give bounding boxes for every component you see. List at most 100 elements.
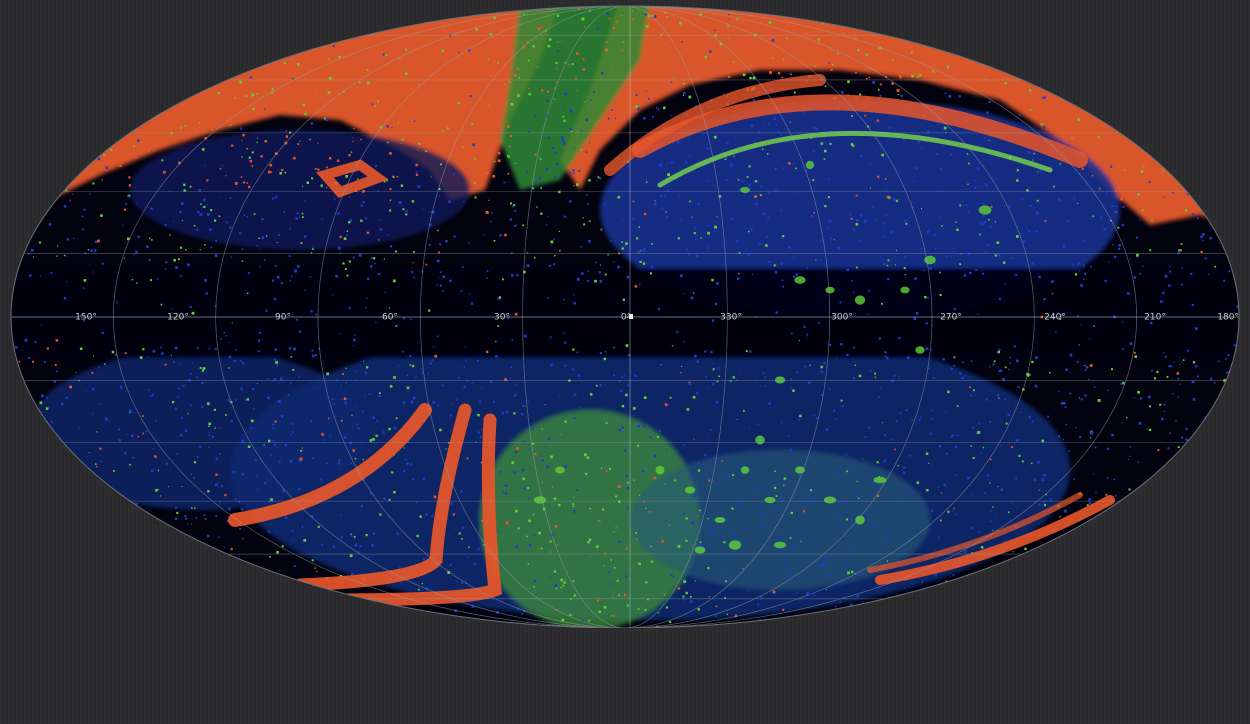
source-point <box>979 221 982 224</box>
source-point <box>312 245 315 248</box>
source-point <box>815 417 818 420</box>
source-point <box>174 517 178 520</box>
source-point <box>272 427 274 429</box>
source-point <box>65 255 67 257</box>
source-point <box>847 80 850 83</box>
source-point <box>223 546 225 548</box>
source-point <box>766 235 769 238</box>
source-point <box>1214 382 1216 384</box>
source-point <box>325 462 328 465</box>
source-point <box>1062 245 1066 248</box>
source-point <box>792 162 794 165</box>
source-point <box>924 296 927 299</box>
source-point <box>405 88 407 90</box>
source-point <box>882 461 884 463</box>
source-point <box>424 44 427 47</box>
source-point <box>350 462 352 465</box>
source-point <box>1043 500 1046 503</box>
source-point <box>854 364 856 366</box>
source-point <box>790 511 793 515</box>
source-point <box>977 313 979 315</box>
source-point <box>577 374 580 377</box>
source-point <box>696 69 699 71</box>
source-point <box>256 93 258 95</box>
source-point <box>553 238 555 240</box>
source-point <box>343 91 345 93</box>
source-point <box>564 92 568 96</box>
source-point <box>114 353 118 356</box>
source-point <box>772 57 774 59</box>
source-point <box>39 401 43 405</box>
source-point <box>1009 356 1011 358</box>
source-point <box>190 404 192 407</box>
source-point <box>1080 284 1083 287</box>
source-point <box>273 358 277 361</box>
source-point <box>100 214 103 217</box>
source-point <box>985 184 988 187</box>
source-point <box>696 545 699 548</box>
source-point <box>1003 540 1006 543</box>
longitude-label: 180° <box>1217 313 1239 323</box>
source-point <box>469 95 472 98</box>
source-point <box>388 307 390 309</box>
source-point <box>877 88 880 91</box>
source-point <box>524 334 527 338</box>
source-point <box>1207 273 1209 276</box>
source-point <box>1169 265 1171 268</box>
source-point <box>967 476 970 480</box>
source-point <box>1040 123 1043 126</box>
source-point <box>187 263 190 267</box>
source-point <box>705 375 707 378</box>
source-point <box>276 242 278 243</box>
source-point <box>264 140 268 143</box>
source-point <box>311 559 314 562</box>
north-cap-green-mid <box>500 6 650 190</box>
source-point <box>402 208 405 211</box>
source-point <box>930 348 933 351</box>
source-point <box>191 311 195 315</box>
source-point <box>467 556 469 558</box>
source-point <box>230 419 233 422</box>
source-point <box>1016 359 1019 363</box>
source-point <box>934 247 937 250</box>
source-point <box>240 387 243 390</box>
source-point <box>463 366 466 368</box>
source-point <box>1058 390 1060 392</box>
source-point <box>252 107 255 111</box>
source-point <box>603 605 607 609</box>
source-point <box>450 403 452 405</box>
source-point <box>762 148 764 151</box>
source-point <box>188 379 191 382</box>
source-point <box>509 218 512 221</box>
source-point <box>563 119 566 122</box>
source-point <box>468 49 471 52</box>
allsky-map[interactable]: 150° 120° 90° 60° 30° 0° 330° 300° 270° 240° 210° 1… <box>0 0 1250 628</box>
source-point <box>1020 411 1022 413</box>
source-point <box>892 198 896 201</box>
source-point <box>1157 449 1160 451</box>
source-point <box>522 468 525 472</box>
source-point <box>533 534 536 537</box>
source-point <box>425 263 428 266</box>
longitude-label: 60° <box>382 313 398 323</box>
source-point <box>204 279 207 282</box>
source-point <box>133 253 135 256</box>
source-point <box>697 203 700 205</box>
source-point <box>768 21 772 24</box>
source-point <box>778 514 780 517</box>
source-point <box>732 460 734 462</box>
source-point <box>563 215 566 218</box>
source-point <box>708 387 710 389</box>
source-point <box>851 280 853 282</box>
source-point <box>1058 198 1061 201</box>
source-point <box>854 573 856 575</box>
source-point <box>130 434 134 438</box>
source-point <box>476 359 479 362</box>
source-point <box>280 282 283 285</box>
source-point <box>421 583 424 585</box>
source-point <box>437 335 439 337</box>
source-point <box>408 138 412 142</box>
source-point <box>472 143 475 146</box>
source-point <box>513 394 517 397</box>
source-point <box>434 75 437 78</box>
